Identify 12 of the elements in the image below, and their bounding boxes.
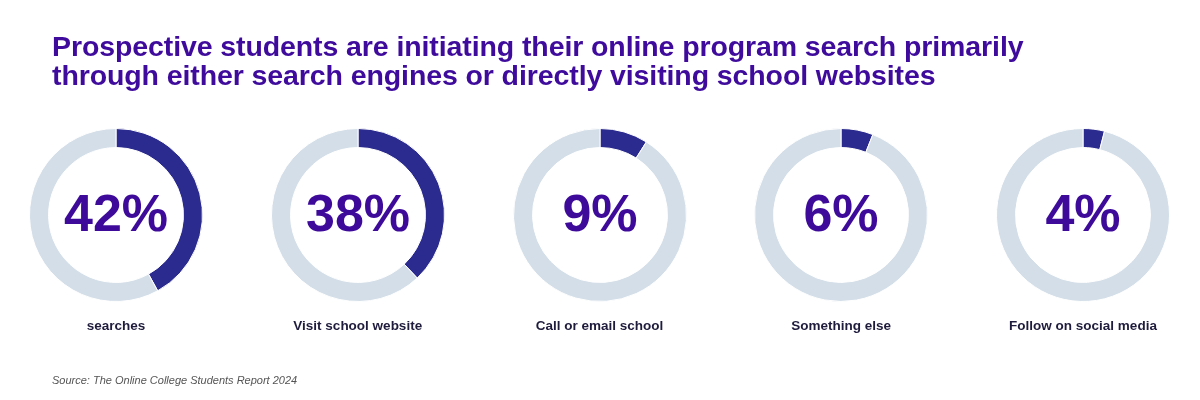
source-note: Source: The Online College Students Report 2024 <box>52 374 298 386</box>
text: Prospective students are initiating their online program search primarily through either search engines or directly visiting school websites <box>52 30 1025 91</box>
text: Visit school website <box>292 318 424 333</box>
data-label: 38% <box>305 184 410 243</box>
text: Call or email school <box>534 318 665 333</box>
data-label: 42% <box>63 184 169 243</box>
text: Something else <box>790 318 893 333</box>
data-label: 6% <box>803 184 879 243</box>
data-label: 4% <box>1045 184 1121 243</box>
text: searches <box>85 318 147 333</box>
data-label: 9% <box>561 184 638 243</box>
text: Follow on social media <box>1008 318 1158 333</box>
